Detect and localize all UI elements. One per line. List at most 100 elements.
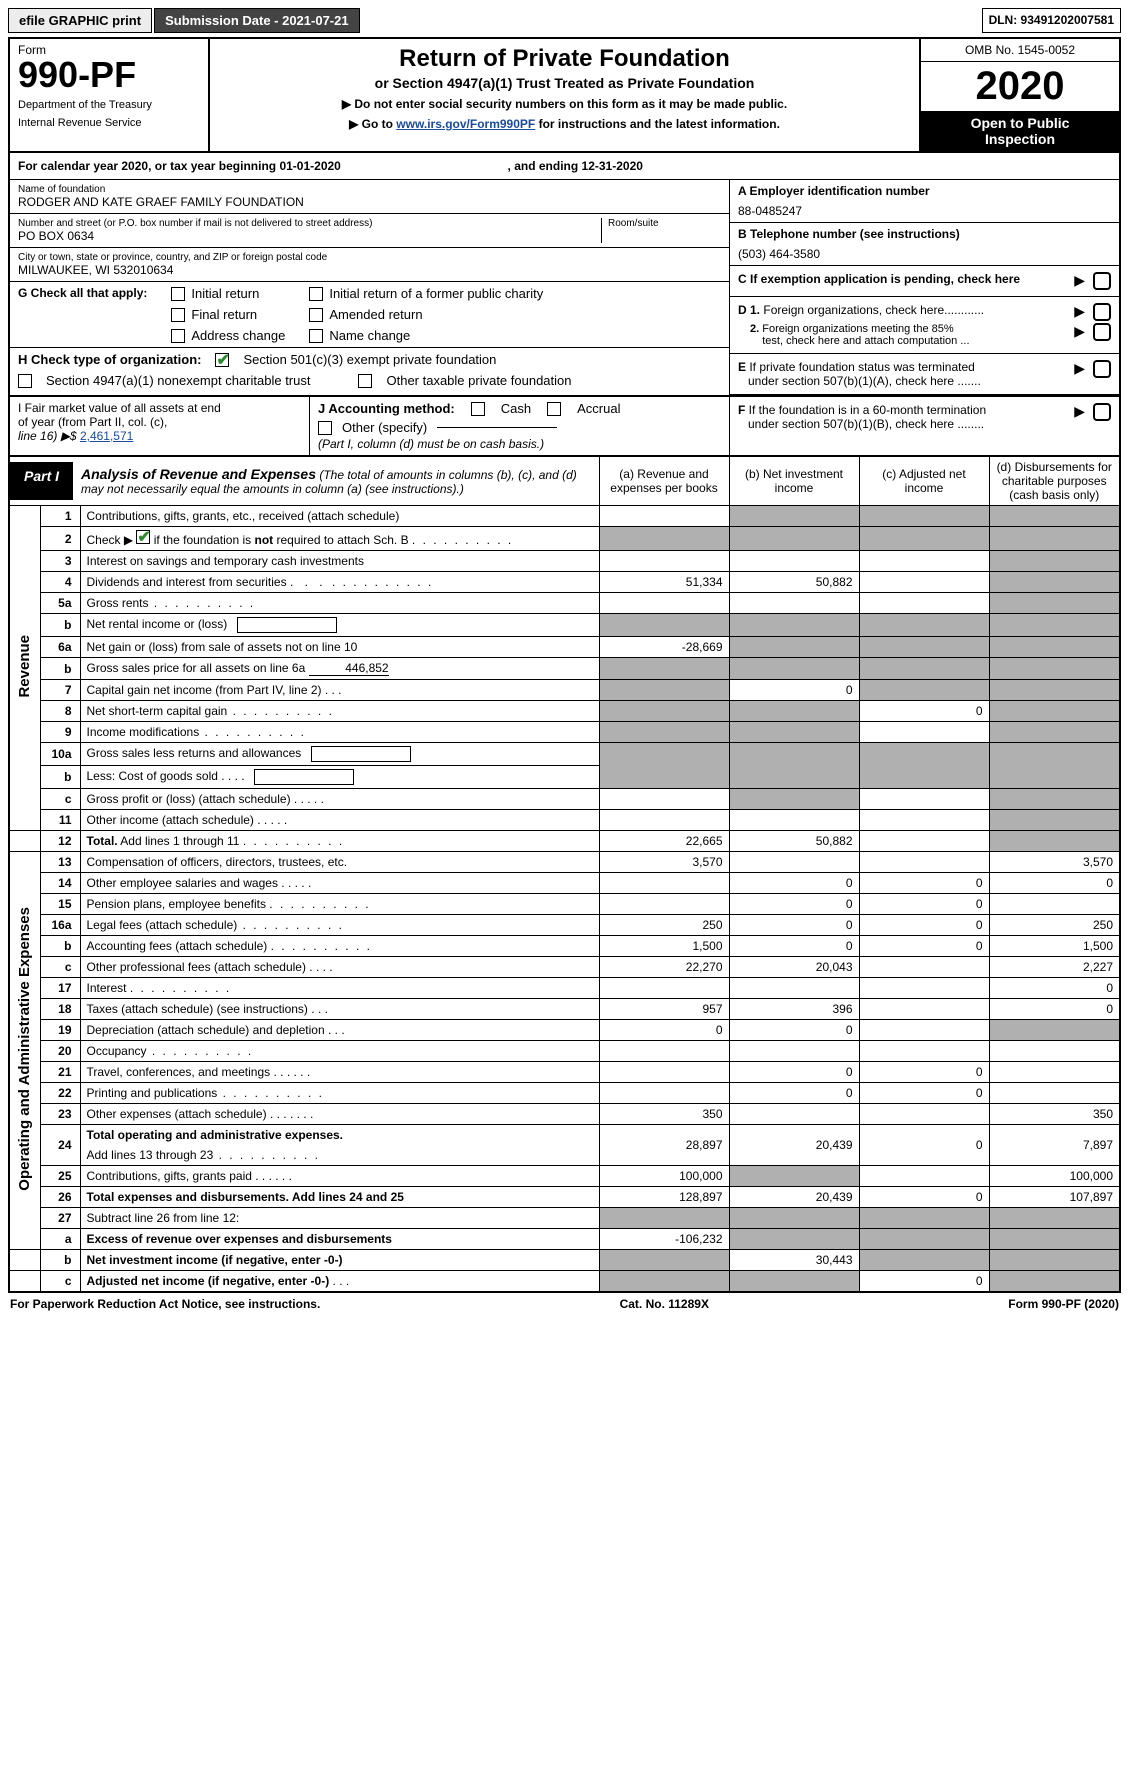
- row-11: 11Other income (attach schedule) . . . .…: [10, 810, 1119, 831]
- row-27b: bNet investment income (if negative, ent…: [10, 1250, 1119, 1271]
- g-label: G Check all that apply:: [18, 286, 147, 300]
- footer-right: Form 990-PF (2020): [1008, 1297, 1119, 1311]
- foundation-name: RODGER AND KATE GRAEF FAMILY FOUNDATION: [18, 195, 721, 209]
- submission-date-badge: Submission Date - 2021-07-21: [154, 8, 360, 33]
- row-5a: 5aGross rents: [10, 593, 1119, 614]
- telephone-value: (503) 464-3580: [738, 247, 1111, 261]
- row-25: 25Contributions, gifts, grants paid . . …: [10, 1166, 1119, 1187]
- city-cell: City or town, state or province, country…: [10, 248, 729, 282]
- note-link-pre: ▶ Go to: [349, 117, 396, 131]
- part1-title: Analysis of Revenue and Expenses (The to…: [73, 462, 598, 500]
- ein-value: 88-0485247: [738, 204, 1111, 218]
- row-27: 27Subtract line 26 from line 12:: [10, 1208, 1119, 1229]
- top-bar: efile GRAPHIC print Submission Date - 20…: [8, 8, 1121, 33]
- dln-badge: DLN: 93491202007581: [982, 8, 1121, 33]
- irs-link[interactable]: www.irs.gov/Form990PF: [396, 117, 535, 131]
- row-21: 21Travel, conferences, and meetings . . …: [10, 1062, 1119, 1083]
- row-10a: 10aGross sales less returns and allowanc…: [10, 743, 1119, 766]
- row-22: 22Printing and publications00: [10, 1083, 1119, 1104]
- header-mid: Return of Private Foundation or Section …: [210, 39, 919, 151]
- part1-table: Part I Analysis of Revenue and Expenses …: [10, 455, 1119, 1291]
- e-status-terminated: E If private foundation status was termi…: [730, 354, 1119, 395]
- note-link-post: for instructions and the latest informat…: [539, 117, 780, 131]
- form-number: 990-PF: [18, 57, 200, 93]
- fmv-link[interactable]: 2,461,571: [80, 429, 133, 443]
- row-16a: 16aLegal fees (attach schedule)25000250: [10, 915, 1119, 936]
- note-ssn: ▶ Do not enter social security numbers o…: [216, 97, 913, 111]
- i-fmv-cell: I Fair market value of all assets at end…: [10, 397, 310, 455]
- initial-return-checkbox[interactable]: [171, 287, 185, 301]
- amended-return-checkbox[interactable]: [309, 308, 323, 322]
- d2-checkbox[interactable]: [1093, 323, 1111, 341]
- sch-b-checkbox[interactable]: [136, 530, 150, 544]
- footer: For Paperwork Reduction Act Notice, see …: [8, 1293, 1121, 1315]
- tax-year: 2020: [921, 62, 1119, 111]
- form-subtitle: or Section 4947(a)(1) Trust Treated as P…: [216, 75, 913, 91]
- gross-sales-less-box[interactable]: [311, 746, 411, 762]
- col-a-head: (a) Revenue and expenses per books: [599, 456, 729, 506]
- dept-irs: Internal Revenue Service: [18, 117, 200, 129]
- name-change-checkbox[interactable]: [309, 329, 323, 343]
- accrual-checkbox[interactable]: [547, 402, 561, 416]
- efile-badge: efile GRAPHIC print: [8, 8, 152, 33]
- e-checkbox[interactable]: [1093, 360, 1111, 378]
- other-method-checkbox[interactable]: [318, 421, 332, 435]
- address-change-checkbox[interactable]: [171, 329, 185, 343]
- f-60month: F If the foundation is in a 60-month ter…: [730, 397, 1119, 437]
- initial-former-checkbox[interactable]: [309, 287, 323, 301]
- note-link: ▶ Go to www.irs.gov/Form990PF for instru…: [216, 117, 913, 131]
- d1-checkbox[interactable]: [1093, 303, 1111, 321]
- c-checkbox[interactable]: [1093, 272, 1111, 290]
- f-checkbox[interactable]: [1093, 403, 1111, 421]
- j-accounting-cell: J Accounting method: Cash Accrual Other …: [310, 397, 729, 455]
- row-7: 7Capital gain net income (from Part IV, …: [10, 680, 1119, 701]
- net-rental-box[interactable]: [237, 617, 337, 633]
- row-27a: aExcess of revenue over expenses and dis…: [10, 1229, 1119, 1250]
- h-check-section: H Check type of organization: Section 50…: [10, 348, 729, 392]
- d-foreign-org: D 1. D 1. Foreign organizations, check h…: [730, 297, 1119, 354]
- row-4: 4Dividends and interest from securities …: [10, 572, 1119, 593]
- omb-number: OMB No. 1545-0052: [921, 39, 1119, 62]
- final-return-checkbox[interactable]: [171, 308, 185, 322]
- col-c-head: (c) Adjusted net income: [859, 456, 989, 506]
- other-taxable-checkbox[interactable]: [358, 374, 372, 388]
- city-state-zip: MILWAUKEE, WI 532010634: [18, 263, 721, 277]
- calendar-year-row: For calendar year 2020, or tax year begi…: [10, 153, 1119, 180]
- foundation-name-cell: Name of foundation RODGER AND KATE GRAEF…: [10, 180, 729, 214]
- g-check-section: G Check all that apply: Initial return F…: [10, 282, 729, 348]
- other-specify-line[interactable]: [437, 427, 557, 428]
- row-16c: cOther professional fees (attach schedul…: [10, 957, 1119, 978]
- row-12: 12Total. Add lines 1 through 11 22,66550…: [10, 831, 1119, 852]
- footer-left: For Paperwork Reduction Act Notice, see …: [10, 1297, 320, 1311]
- row-2: 2 Check ▶ if the foundation is not requi…: [10, 527, 1119, 551]
- address-cell: Number and street (or P.O. box number if…: [10, 214, 729, 248]
- room-suite-label: Room/suite: [608, 218, 721, 229]
- section-4947-checkbox[interactable]: [18, 374, 32, 388]
- street-address: PO BOX 0634: [18, 229, 601, 243]
- revenue-side-label: Revenue: [16, 635, 33, 698]
- row-14: 14Other employee salaries and wages . . …: [10, 873, 1119, 894]
- header-right: OMB No. 1545-0052 2020 Open to PublicIns…: [919, 39, 1119, 151]
- form-title: Return of Private Foundation: [216, 45, 913, 73]
- row-3: 3Interest on savings and temporary cash …: [10, 551, 1119, 572]
- open-to-public: Open to PublicInspection: [921, 111, 1119, 151]
- row-9: 9Income modifications: [10, 722, 1119, 743]
- gross-sales-box: 446,852: [309, 661, 389, 676]
- row-27c: cAdjusted net income (if negative, enter…: [10, 1271, 1119, 1292]
- section-501c3-checkbox[interactable]: [215, 353, 229, 367]
- row-1: Revenue 1Contributions, gifts, grants, e…: [10, 506, 1119, 527]
- row-18: 18Taxes (attach schedule) (see instructi…: [10, 999, 1119, 1020]
- telephone-cell: B Telephone number (see instructions) (5…: [730, 223, 1119, 266]
- cogs-box[interactable]: [254, 769, 354, 785]
- row-8: 8Net short-term capital gain0: [10, 701, 1119, 722]
- row-6a: 6aNet gain or (loss) from sale of assets…: [10, 637, 1119, 658]
- header-left: Form 990-PF Department of the Treasury I…: [10, 39, 210, 151]
- cash-checkbox[interactable]: [471, 402, 485, 416]
- row-23: 23Other expenses (attach schedule) . . .…: [10, 1104, 1119, 1125]
- row-17: 17Interest 0: [10, 978, 1119, 999]
- row-5b: bNet rental income or (loss): [10, 614, 1119, 637]
- row-16b: bAccounting fees (attach schedule) 1,500…: [10, 936, 1119, 957]
- part1-tab: Part I: [10, 462, 73, 500]
- ein-cell: A Employer identification number 88-0485…: [730, 180, 1119, 223]
- ijf-row: I Fair market value of all assets at end…: [10, 396, 1119, 455]
